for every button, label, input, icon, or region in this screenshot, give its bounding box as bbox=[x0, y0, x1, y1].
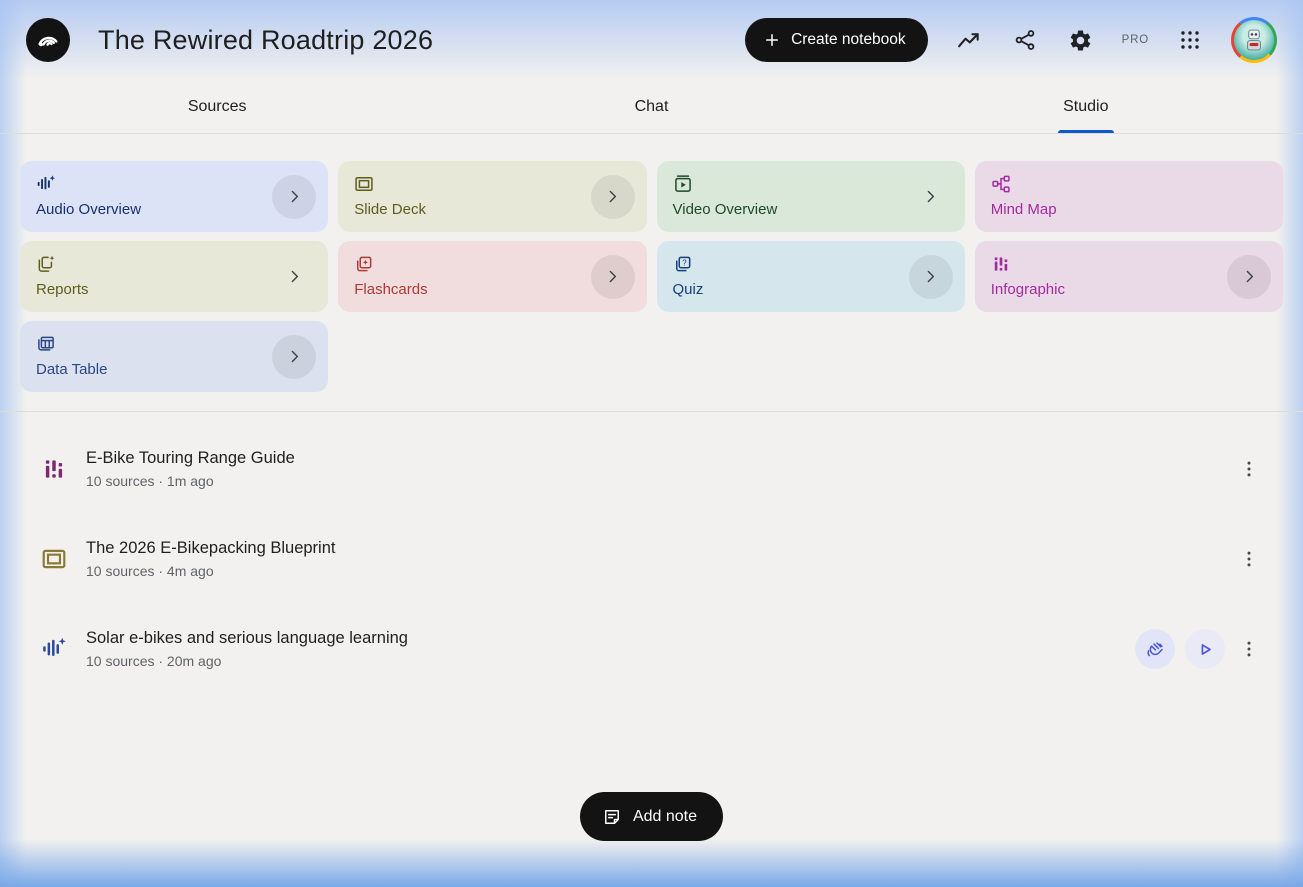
svg-text:?: ? bbox=[682, 258, 687, 267]
avatar-robot-image bbox=[1234, 20, 1274, 60]
tab-studio[interactable]: Studio bbox=[869, 80, 1303, 133]
more-vert-icon bbox=[1239, 639, 1259, 659]
chevron-right-icon bbox=[286, 268, 303, 285]
tab-underline-active bbox=[1057, 130, 1114, 133]
create-notebook-button[interactable]: Create notebook bbox=[745, 18, 928, 62]
open-video-overview-button[interactable] bbox=[909, 175, 953, 219]
card-label: Reports bbox=[36, 281, 89, 298]
settings-gear-icon bbox=[1068, 28, 1093, 53]
chevron-right-icon bbox=[286, 348, 303, 365]
tab-sources-label: Sources bbox=[187, 97, 247, 115]
account-avatar[interactable] bbox=[1231, 17, 1277, 63]
trending-up-icon bbox=[956, 28, 981, 53]
artifact-title: The 2026 E-Bikepacking Blueprint bbox=[86, 539, 336, 557]
artifact-menu-button[interactable] bbox=[1235, 629, 1263, 669]
waving-hand-icon bbox=[1145, 639, 1166, 660]
mind-map-icon bbox=[991, 174, 1223, 194]
chevron-right-icon bbox=[922, 188, 939, 205]
open-slide-deck-button[interactable] bbox=[590, 174, 635, 219]
card-label: Flashcards bbox=[354, 281, 428, 298]
app-header: The Rewired Roadtrip 2026 Create noteboo… bbox=[0, 0, 1303, 80]
card-label: Slide Deck bbox=[354, 201, 426, 218]
artifact-title: E-Bike Touring Range Guide bbox=[86, 449, 295, 467]
add-note-label: Add note bbox=[632, 807, 698, 825]
artifact-title: Solar e-bikes and serious language learn… bbox=[86, 629, 408, 647]
more-vert-icon bbox=[1239, 549, 1259, 569]
apps-grid-icon bbox=[1178, 28, 1202, 52]
studio-card-mind-map[interactable]: Mind Map bbox=[974, 161, 1283, 232]
plus-icon bbox=[763, 31, 781, 49]
pro-badge: PRO bbox=[1121, 34, 1149, 46]
tab-bar: Sources Chat Studio bbox=[0, 80, 1303, 134]
google-apps-button[interactable] bbox=[1175, 25, 1205, 55]
tab-chat[interactable]: Chat bbox=[434, 80, 868, 133]
studio-list-divider bbox=[0, 411, 1303, 412]
card-label: Mind Map bbox=[990, 201, 1057, 218]
tab-chat-label: Chat bbox=[634, 97, 669, 115]
slide-deck-icon bbox=[40, 546, 68, 572]
tab-studio-label: Studio bbox=[1063, 97, 1109, 115]
play-audio-button[interactable] bbox=[1185, 629, 1225, 669]
studio-card-slide-deck[interactable]: Slide Deck bbox=[338, 161, 647, 232]
card-label: Infographic bbox=[990, 281, 1065, 298]
open-infographic-button[interactable] bbox=[1227, 254, 1271, 299]
studio-card-data-table[interactable]: Data Table bbox=[20, 321, 329, 392]
artifact-row-audio-overview[interactable]: Solar e-bikes and serious language learn… bbox=[40, 604, 1263, 694]
flashcards-icon bbox=[354, 254, 586, 274]
chevron-right-icon bbox=[604, 188, 621, 205]
chevron-right-icon bbox=[604, 268, 621, 285]
artifact-meta: 10 sources · 4m ago bbox=[86, 563, 214, 579]
audio-waveform-sparkle-icon bbox=[36, 174, 268, 194]
slide-deck-icon bbox=[354, 174, 586, 194]
artifact-meta: 10 sources · 1m ago bbox=[86, 473, 214, 489]
card-label: Audio Overview bbox=[36, 201, 142, 218]
open-audio-overview-button[interactable] bbox=[272, 174, 317, 219]
studio-card-infographic[interactable]: Infographic bbox=[974, 241, 1283, 312]
reports-sparkle-icon bbox=[36, 254, 268, 274]
notebook-title[interactable]: The Rewired Roadtrip 2026 bbox=[98, 24, 434, 55]
open-flashcards-button[interactable] bbox=[590, 254, 635, 299]
artifact-menu-button[interactable] bbox=[1235, 449, 1263, 489]
artifact-row-infographic[interactable]: E-Bike Touring Range Guide 10 sources · … bbox=[40, 424, 1263, 514]
infographic-bars-icon bbox=[40, 456, 68, 482]
card-label: Quiz bbox=[672, 281, 704, 298]
create-notebook-label: Create notebook bbox=[791, 31, 906, 48]
artifact-meta: 10 sources · 20m ago bbox=[86, 653, 222, 669]
open-data-table-button[interactable] bbox=[272, 334, 317, 379]
interactive-mode-button[interactable] bbox=[1135, 629, 1175, 669]
add-note-button[interactable]: Add note bbox=[579, 792, 724, 841]
data-table-icon bbox=[36, 334, 268, 354]
artifact-menu-button[interactable] bbox=[1235, 539, 1263, 579]
analytics-button[interactable] bbox=[954, 25, 984, 55]
studio-card-audio-overview[interactable]: Audio Overview bbox=[20, 161, 329, 232]
artifact-list: E-Bike Touring Range Guide 10 sources · … bbox=[0, 412, 1303, 694]
video-overview-icon bbox=[673, 174, 905, 194]
chevron-right-icon bbox=[922, 268, 939, 285]
studio-card-reports[interactable]: Reports bbox=[20, 241, 329, 312]
more-vert-icon bbox=[1239, 459, 1259, 479]
card-label: Video Overview bbox=[672, 201, 778, 218]
notebooklm-logo[interactable] bbox=[26, 18, 70, 62]
tab-sources[interactable]: Sources bbox=[0, 80, 434, 133]
note-footer: Add note bbox=[0, 792, 1303, 841]
chevron-right-icon bbox=[286, 188, 303, 205]
card-label: Data Table bbox=[36, 361, 108, 378]
infographic-bars-icon bbox=[991, 254, 1223, 274]
studio-card-grid: Audio Overview Slide Deck Vi bbox=[0, 134, 1303, 411]
settings-button[interactable] bbox=[1066, 25, 1096, 55]
open-quiz-button[interactable] bbox=[908, 254, 953, 299]
play-icon bbox=[1195, 639, 1216, 660]
open-reports-button[interactable] bbox=[272, 255, 316, 299]
studio-card-video-overview[interactable]: Video Overview bbox=[656, 161, 965, 232]
quiz-icon: ? bbox=[673, 254, 905, 274]
studio-card-quiz[interactable]: ? Quiz bbox=[656, 241, 965, 312]
audio-waveform-sparkle-icon bbox=[40, 636, 68, 662]
note-icon bbox=[602, 807, 622, 827]
share-button[interactable] bbox=[1010, 25, 1040, 55]
studio-card-flashcards[interactable]: Flashcards bbox=[338, 241, 647, 312]
share-icon bbox=[1013, 28, 1037, 52]
artifact-row-slide-deck[interactable]: The 2026 E-Bikepacking Blueprint 10 sour… bbox=[40, 514, 1263, 604]
chevron-right-icon bbox=[1241, 268, 1258, 285]
